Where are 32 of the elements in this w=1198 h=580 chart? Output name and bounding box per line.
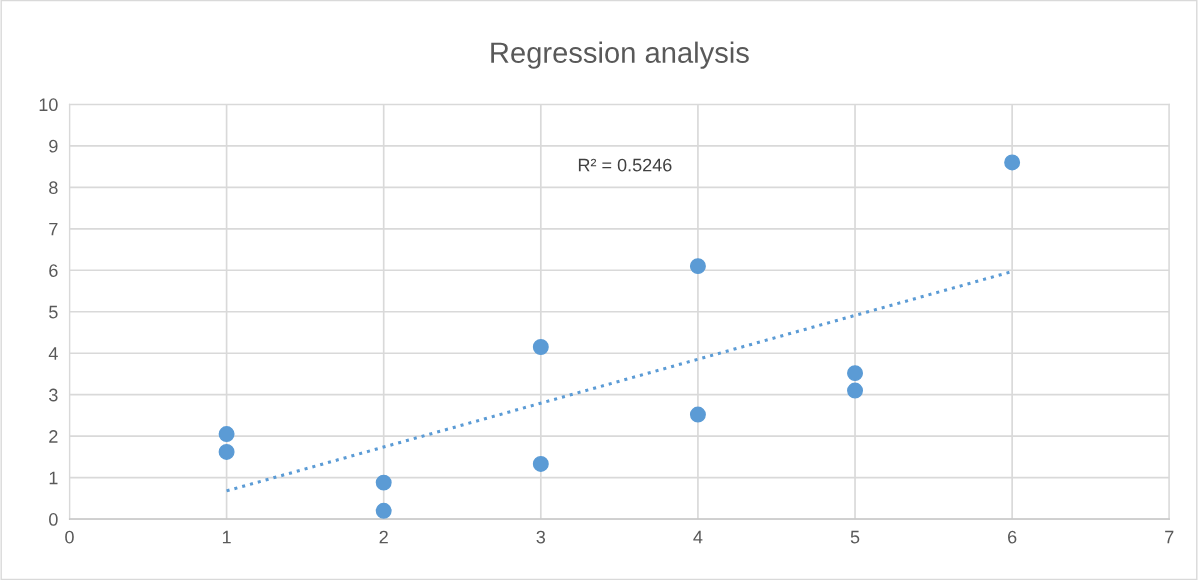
x-tick-label: 7 (1165, 530, 1174, 544)
y-tick-label: 1 (49, 471, 58, 485)
point (689, 258, 706, 275)
y-tick-label: 2 (49, 430, 58, 443)
point (847, 365, 864, 382)
point (532, 455, 549, 472)
y-tick-label: 0 (49, 513, 58, 526)
y-tick-label: 9 (49, 139, 58, 153)
x-tick-label: 0 (65, 530, 74, 544)
y-tick-label: 6 (49, 264, 58, 277)
y-tick-label: 10 (39, 98, 58, 112)
y-tick-label: 8 (49, 181, 58, 195)
x-tick-label: 3 (536, 530, 546, 544)
y-tick-label: 5 (49, 305, 58, 319)
x-tick-label: 1 (222, 530, 231, 544)
x-tick-label: 5 (850, 530, 860, 544)
point (689, 406, 706, 423)
x-tick-label: 6 (1008, 530, 1017, 544)
x-tick-label: 4 (693, 530, 703, 544)
annotation: R² = 0.5246 (578, 158, 672, 172)
point (375, 502, 392, 519)
y-tick-label: 7 (49, 222, 58, 236)
point (375, 474, 392, 491)
point (218, 443, 235, 460)
point (218, 426, 235, 443)
point (1004, 154, 1021, 171)
x-tick-label: 2 (379, 530, 388, 544)
y-tick-label: 3 (49, 388, 58, 402)
point (532, 339, 549, 355)
chart-title: Regression analysis (491, 41, 749, 69)
point (847, 382, 864, 399)
y-tick-label: 4 (48, 347, 58, 360)
